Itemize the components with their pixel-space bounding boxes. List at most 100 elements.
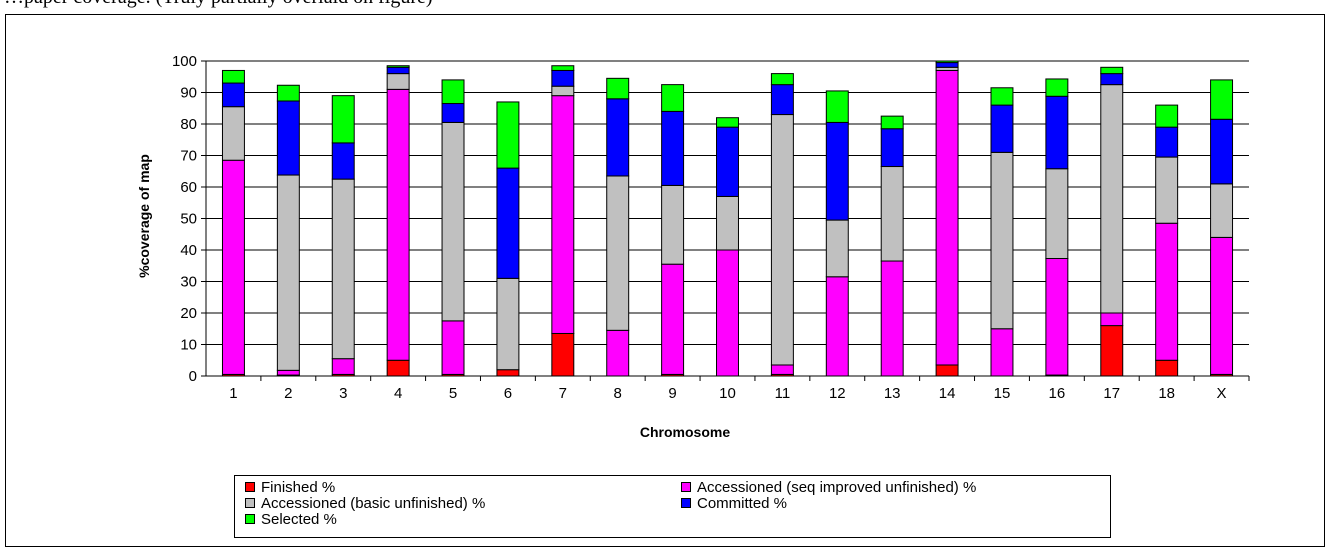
bar-segment [607,176,629,330]
legend-swatch [245,498,255,508]
legend-swatch [245,514,255,524]
y-tick-label: 80 [180,116,197,133]
x-tick-label: 6 [504,385,512,402]
bar-segment [387,89,409,360]
bar-segment [936,61,958,63]
bar-segment [552,86,574,95]
y-tick-label: 50 [180,211,197,228]
bar-segment [277,85,299,101]
bar-segment [826,91,848,123]
x-tick-label: 3 [339,385,347,402]
bar-segment [717,196,739,250]
bar-segment [936,70,958,365]
bar-segment [936,365,958,376]
legend-swatch [681,482,691,492]
bar-segment [771,115,793,365]
bar-segment [1156,127,1178,157]
bar-segment [222,70,244,83]
bar-segment [1046,259,1068,376]
bar-segment [771,85,793,115]
bar-segment [991,152,1013,328]
bar-segment [277,370,299,375]
bar-segment [387,66,409,68]
bar-segment [442,321,464,375]
y-tick-label: 90 [180,85,197,102]
legend-item: Finished % [245,479,335,495]
bar-segment [1156,157,1178,223]
bar-segment [387,74,409,90]
bar-segment [277,175,299,370]
bar-segment [991,329,1013,376]
bar-segment [1046,169,1068,259]
bar-segment [552,66,574,71]
bar-segment [222,83,244,107]
legend-swatch [245,482,255,492]
legend-swatch [681,498,691,508]
legend-item: Accessioned (seq improved unfinished) % [681,479,976,495]
y-axis-title: %coverage of map [136,154,152,278]
x-tick-label: 12 [829,385,846,402]
x-tick-label: X [1217,385,1227,402]
bar-segment [1101,74,1123,85]
bar-segment [991,105,1013,152]
legend: Finished % Accessioned (seq improved unfi… [234,475,1111,538]
bar-segment [1046,79,1068,96]
bar-segment [1156,360,1178,376]
bar-segment [607,99,629,176]
bar-segment [607,78,629,98]
y-tick-label: 100 [172,53,197,70]
y-tick-label: 60 [180,179,197,196]
x-tick-label: 4 [394,385,402,402]
bar-segment [881,129,903,167]
page-text-above-chart: …paper coverage. (Truly partially overla… [4,0,433,9]
bar-segment [1046,96,1068,168]
bar-segment [662,264,684,374]
bar-segment [552,70,574,86]
bar-segment [332,179,354,359]
bar-segment [497,278,519,369]
bar-segment [1211,80,1233,119]
x-tick-label: 11 [775,385,791,402]
x-tick-label: 17 [1103,385,1120,402]
x-tick-label: 18 [1158,385,1175,402]
bar-segment [222,107,244,161]
legend-item: Committed % [681,495,787,511]
bar-segment [442,104,464,123]
legend-label: Finished % [261,479,335,496]
bar-segment [332,359,354,375]
legend-label: Accessioned (basic unfinished) % [261,495,485,512]
x-tick-label: 14 [939,385,956,402]
bar-segment [881,167,903,262]
bar-segment [497,168,519,278]
bar-segment [387,67,409,73]
x-tick-label: 8 [614,385,622,402]
bar-segment [662,185,684,264]
legend-label: Selected % [261,511,337,528]
y-tick-label: 0 [189,368,197,385]
y-tick-label: 40 [180,242,197,259]
legend-label: Committed % [697,495,787,512]
bar-segment [936,63,958,68]
bar-segment [826,220,848,277]
y-tick-label: 20 [180,305,197,322]
legend-item: Selected % [245,511,337,527]
bar-segment [497,102,519,168]
bar-segment [717,118,739,127]
x-tick-label: 16 [1049,385,1066,402]
bar-segment [332,96,354,143]
bar-segment [1101,85,1123,313]
chart-frame: 0 10 20 30 40 50 60 70 80 90 100 1 2 3 4 5 6 7 8 9 10 11 12 13 1… [5,14,1325,547]
bar-segment [1211,184,1233,238]
x-tick-label: 2 [284,385,292,402]
bar-segment [607,330,629,376]
bar-segment [826,122,848,220]
legend-item: Accessioned (basic unfinished) % [245,495,485,511]
bar-segment [881,261,903,376]
bar-segment [826,277,848,376]
bar-segment [442,80,464,104]
bar-segment [717,250,739,376]
legend-label: Accessioned (seq improved unfinished) % [697,479,976,496]
x-tick-label: 13 [884,385,901,402]
bar-segment [387,360,409,376]
x-tick-label: 10 [719,385,736,402]
